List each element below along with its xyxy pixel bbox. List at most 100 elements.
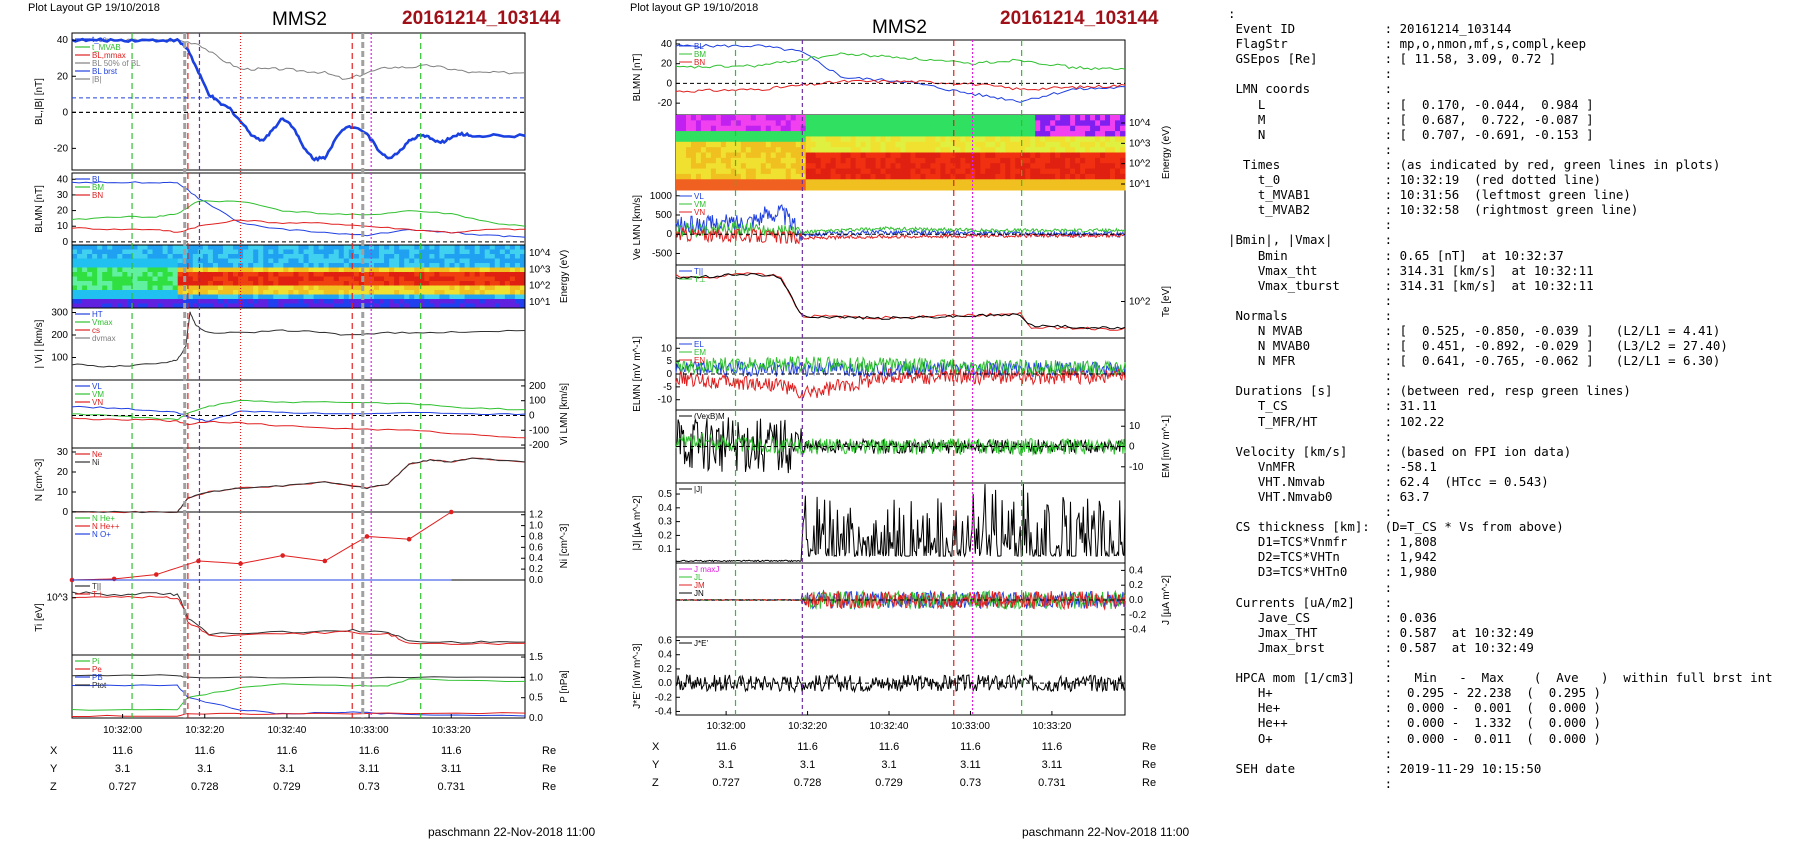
spectro-cell [182,281,189,286]
spectro-cell [855,157,862,164]
info-line: SEH date : 2019-11-29 10:15:50 [1228,760,1542,776]
spectro-cell [860,141,867,148]
spectro-cell [1030,173,1036,180]
legend-label: Pi [92,657,99,666]
spectro-cell [212,258,219,264]
spectro-cell [97,294,103,300]
spectro-cell [374,258,380,264]
spectro-cell [464,290,471,295]
spectro-cell [82,258,88,264]
spectro-cell [880,115,887,121]
spectro-cell [92,258,98,264]
spectro-cell [905,179,911,186]
spectro-cell [514,281,521,286]
left-y-tick: 0.0 [529,575,543,586]
spectro-cell [248,290,254,295]
he-plus-plus-point [111,576,117,582]
spectro-cell [860,152,867,159]
spectro-cell [1115,131,1121,137]
spectro-cell [690,115,697,121]
spectro-cell [298,276,305,282]
spectro-cell [710,184,717,191]
spectro-cell [895,141,901,148]
spectro-cell [990,115,996,121]
spectro-cell [197,245,204,250]
spectro-cell [338,303,345,309]
spectro-cell [253,285,259,291]
spectro-cell [950,168,956,175]
spectro-cell [975,115,981,121]
spectro-cell [725,115,732,121]
spectro-cell [1100,152,1106,159]
left-y-tick: 200 [51,330,68,341]
left-y-tick: 0.2 [529,564,543,575]
spectro-cell [278,245,284,250]
spectro-cell [810,120,817,127]
spectro-cell [288,245,294,250]
spectro-cell [207,249,214,255]
spectro-cell [1015,147,1021,153]
spectro-cell [338,267,345,273]
spectro-cell [740,179,747,186]
spectro-cell [223,263,229,268]
spectro-cell [172,263,179,268]
spectro-cell [444,272,450,277]
spectro-cell [243,272,249,277]
spectro-cell [676,152,682,159]
right-ylabel: BLMN [nT] [632,53,643,101]
info-line: : [1228,579,1393,595]
spectro-cell [800,157,807,164]
spectro-cell [920,131,926,137]
spectro-cell [705,136,712,143]
spectro-cell [112,281,118,286]
spectro-cell [940,173,946,180]
spectro-cell [1045,147,1051,153]
spectro-cell [127,249,133,255]
position-value: 3.11 [960,759,981,771]
spectro-cell [930,173,936,180]
spectro-cell [283,254,289,259]
spectro-cell [97,281,103,286]
spectro-cell [750,147,757,153]
spectro-cell [177,272,184,277]
spectro-cell [1005,131,1011,137]
spectro-cell [735,173,742,180]
spectro-cell [770,115,777,121]
spectro-cell [293,249,299,255]
spectro-cell [1080,157,1086,164]
spectro-cell [212,249,219,255]
spectro-cell [995,141,1001,148]
spectro-cell [960,115,966,121]
spectro-cell [202,245,209,250]
spectro-cell [328,276,335,282]
spectro-cell [875,173,882,180]
right-y-tick: 10^1 [1129,179,1151,190]
spectro-cell [72,267,78,273]
right-series-group-7 [675,589,1126,611]
spectro-cell [268,276,274,282]
spectro-cell [469,299,476,304]
spectro-cell [273,249,279,255]
spectro-cell [519,285,526,291]
spectro-cell [720,157,727,164]
spectro-cell [685,120,692,127]
spectro-cell [1075,131,1081,137]
spectro-cell [870,168,877,175]
spectro-cell [755,157,762,164]
spectro-cell [730,131,737,137]
spectro-cell [1070,179,1076,186]
spectro-cell [920,184,926,191]
right-series-group-0 [675,43,1126,103]
spectro-cell [985,152,991,159]
spectro-cell [409,267,415,273]
left-y-tick: 40 [57,35,69,46]
spectro-cell [379,303,385,309]
spectro-cell [676,125,682,132]
spectro-cell [313,299,320,304]
spectro-cell [102,285,108,291]
spectro-cell [1090,157,1096,164]
spectro-cell [459,249,466,255]
spectro-cell [685,141,692,148]
spectro-cell [202,249,209,255]
spectro-cell [920,115,926,121]
